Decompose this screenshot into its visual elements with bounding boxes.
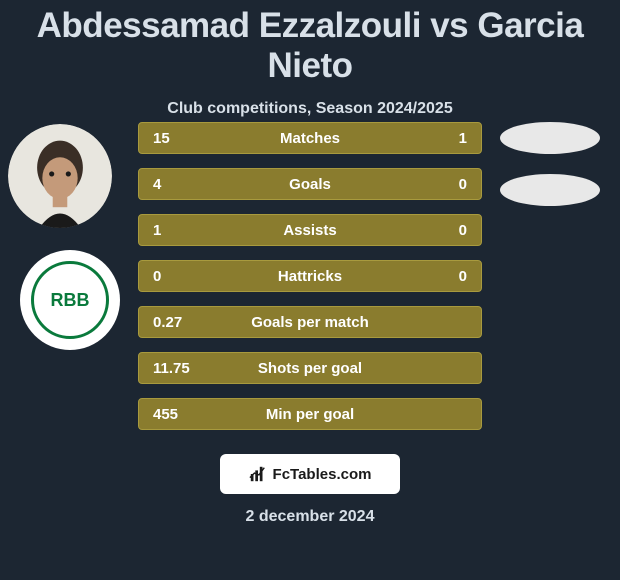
stat-label: Matches [139,130,481,147]
stat-label: Goals per match [139,314,481,331]
brand-badge: FcTables.com [220,454,400,494]
person-silhouette-icon [8,124,112,228]
stat-label: Goals [139,176,481,193]
stat-label: Assists [139,222,481,239]
stat-label: Shots per goal [139,360,481,377]
player-right-placeholder-1 [500,122,600,154]
stat-row: 15Matches1 [138,122,482,154]
page-title: Abdessamad Ezzalzouli vs Garcia Nieto [0,0,620,86]
content-wrapper: Abdessamad Ezzalzouli vs Garcia Nieto Cl… [0,0,620,580]
stat-label: Min per goal [139,406,481,423]
stats-bars: 15Matches1 4Goals0 1Assists0 0Hattricks0 0.2… [138,122,482,444]
stat-row: 11.75Shots per goal [138,352,482,384]
club-badge: RBB [20,250,120,350]
footer: FcTables.com 2 december 2024 [0,438,620,526]
club-badge-label: RBB [51,290,90,311]
club-badge-inner: RBB [31,261,109,339]
date-text: 2 december 2024 [0,508,620,526]
player-right-placeholder-2 [500,174,600,206]
stat-row: 1Assists0 [138,214,482,246]
brand-text: FcTables.com [273,466,372,483]
stat-row: 0.27Goals per match [138,306,482,338]
stat-label: Hattricks [139,268,481,285]
page-subtitle: Club competitions, Season 2024/2025 [0,100,620,118]
stat-row: 4Goals0 [138,168,482,200]
stat-row: 0Hattricks0 [138,260,482,292]
bar-chart-icon [249,465,267,483]
player-left-avatar [8,124,112,228]
stat-row: 455Min per goal [138,398,482,430]
